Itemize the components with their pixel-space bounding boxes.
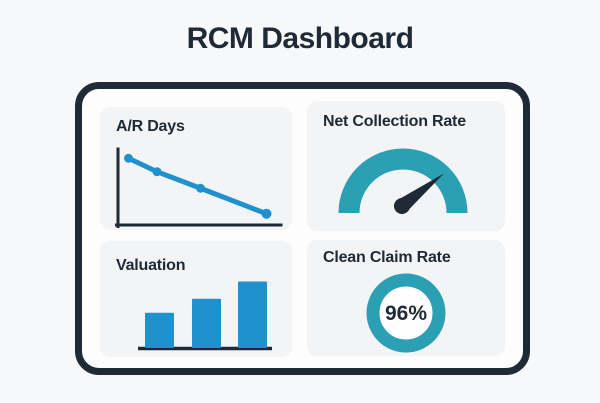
data-point — [196, 183, 205, 193]
donut-value-label: 96% — [385, 302, 427, 325]
card-title-valuation: Valuation — [116, 257, 186, 274]
donut-ring — [366, 273, 446, 353]
donut-chart-clean-claim-rate: 96% — [366, 273, 446, 353]
card-title-clean-claim-rate: Clean Claim Rate — [323, 249, 451, 266]
bar — [192, 298, 221, 348]
dashboard-panel: A/R Days Net Collection Rate Valuation C… — [75, 82, 530, 375]
data-point — [152, 167, 162, 177]
bar-chart-valuation — [138, 281, 272, 351]
card-clean-claim-rate: Clean Claim Rate 96% — [307, 240, 505, 356]
line-chart-ar-days — [115, 147, 283, 228]
bar — [238, 281, 267, 348]
gauge-needle-hub — [394, 198, 410, 214]
card-valuation: Valuation — [100, 241, 292, 357]
card-net-collection-rate: Net Collection Rate — [307, 101, 505, 231]
data-point — [261, 208, 272, 219]
bar — [145, 312, 174, 348]
gauge-arc — [338, 148, 468, 214]
page-title: RCM Dashboard — [186, 22, 414, 55]
card-title-ar-days: A/R Days — [116, 118, 185, 135]
card-title-net-collection-rate: Net Collection Rate — [323, 113, 466, 130]
card-ar-days: A/R Days — [100, 107, 292, 230]
gauge-chart-net-collection-rate — [338, 148, 468, 214]
data-point — [124, 153, 133, 163]
trend-line — [126, 155, 269, 217]
